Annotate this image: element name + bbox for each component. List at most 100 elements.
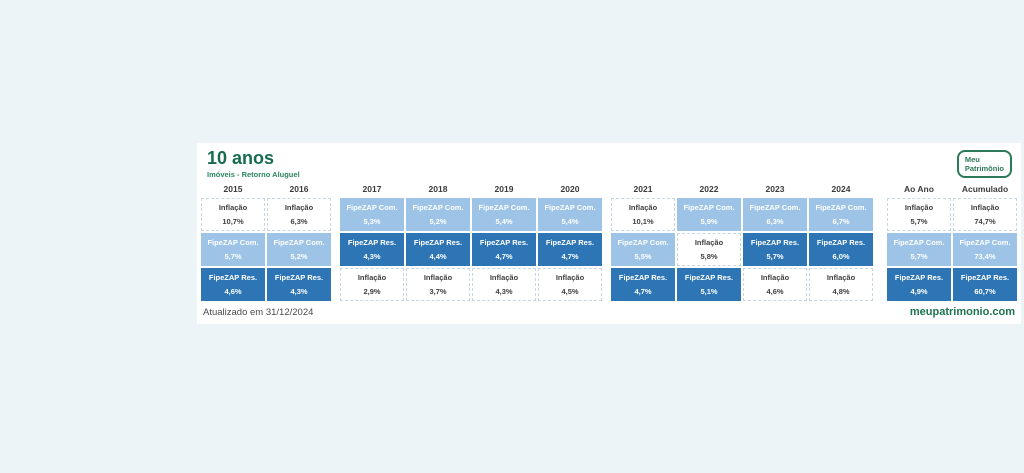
return-cell: FipeZAP Com. 5,7%: [887, 233, 951, 266]
return-value: 4,7%: [634, 287, 652, 296]
column-header-ao-ano: Ao Ano: [904, 184, 934, 194]
asset-label: FipeZAP Res.: [479, 238, 529, 247]
return-value: 5,9%: [700, 217, 718, 226]
return-cell: Inflação 6,3%: [267, 198, 331, 231]
asset-label: FipeZAP Com.: [959, 238, 1011, 247]
return-value: 4,3%: [495, 286, 513, 296]
return-value: 6,0%: [832, 252, 850, 261]
asset-label: FipeZAP Res.: [816, 238, 866, 247]
asset-label: FipeZAP Res.: [347, 238, 397, 247]
return-value: 5,8%: [700, 251, 718, 261]
column-header-2017: 2017: [362, 184, 382, 194]
return-value: 4,6%: [224, 287, 242, 296]
returns-card: 10 anos Imóveis - Retorno Aluguel Meu Pa…: [197, 143, 1021, 324]
asset-label: Inflação: [489, 273, 519, 283]
asset-label: FipeZAP Res.: [684, 273, 734, 282]
asset-label: FipeZAP Res.: [274, 273, 324, 282]
return-value: 4,4%: [429, 252, 447, 261]
asset-label: FipeZAP Com.: [478, 203, 530, 212]
return-value: 10,1%: [632, 216, 654, 226]
returns-table: 2015 Inflação 10,7% FipeZAP Com. 5,7% FipeZAP…: [201, 183, 1017, 301]
column-header-2019: 2019: [494, 184, 514, 194]
return-value: 5,7%: [766, 252, 784, 261]
return-cell: FipeZAP Res. 4,4%: [406, 233, 470, 266]
column-header-2020: 2020: [560, 184, 580, 194]
logo-line-2: Patrimônio: [964, 164, 1004, 173]
asset-label: FipeZAP Com.: [683, 203, 735, 212]
return-value: 5,4%: [495, 217, 513, 226]
asset-label: FipeZAP Com.: [207, 238, 259, 247]
return-value: 5,3%: [363, 217, 381, 226]
return-value: 4,3%: [363, 252, 381, 261]
return-value: 10,7%: [222, 216, 244, 226]
asset-label: Inflação: [904, 203, 934, 213]
column-header-acumulado: Acumulado: [961, 184, 1009, 194]
return-cell: Inflação 74,7%: [953, 198, 1017, 231]
asset-label: FipeZAP Com.: [617, 238, 669, 247]
return-cell: Inflação 10,7%: [201, 198, 265, 231]
updated-label: Atualizado em 31/12/2024: [203, 307, 314, 318]
asset-label: Inflação: [694, 238, 724, 248]
card-footer: Atualizado em 31/12/2024 meupatrimonio.c…: [201, 306, 1017, 318]
return-cell: FipeZAP Com. 5,9%: [677, 198, 741, 231]
meu-patrimonio-logo: Meu Patrimônio: [956, 150, 1012, 178]
return-value: 5,5%: [634, 252, 652, 261]
return-value: 5,1%: [700, 287, 718, 296]
return-cell: FipeZAP Res. 5,7%: [743, 233, 807, 266]
return-value: 60,7%: [974, 287, 996, 296]
asset-label: Inflação: [423, 273, 453, 283]
return-cell: Inflação 4,3%: [472, 268, 536, 301]
return-cell: FipeZAP Com. 6,7%: [809, 198, 873, 231]
asset-label: Inflação: [218, 203, 248, 213]
asset-label: FipeZAP Com.: [815, 203, 867, 212]
return-value: 74,7%: [974, 216, 996, 226]
return-cell: Inflação 5,7%: [887, 198, 951, 231]
return-value: 4,9%: [910, 287, 928, 296]
asset-label: Inflação: [357, 273, 387, 283]
column-header-2022: 2022: [699, 184, 719, 194]
asset-label: Inflação: [970, 203, 1000, 213]
return-value: 5,4%: [561, 217, 579, 226]
asset-label: Inflação: [284, 203, 314, 213]
return-cell: FipeZAP Com. 73,4%: [953, 233, 1017, 266]
return-value: 5,7%: [224, 252, 242, 261]
asset-label: FipeZAP Com.: [893, 238, 945, 247]
column-header-2021: 2021: [633, 184, 653, 194]
asset-label: Inflação: [826, 273, 856, 283]
return-cell: Inflação 3,7%: [406, 268, 470, 301]
return-cell: Inflação 4,5%: [538, 268, 602, 301]
return-cell: FipeZAP Res. 4,3%: [267, 268, 331, 301]
column-header-2023: 2023: [765, 184, 785, 194]
card-subtitle: Imóveis - Retorno Aluguel: [207, 170, 300, 179]
return-cell: Inflação 10,1%: [611, 198, 675, 231]
return-cell: FipeZAP Res. 4,3%: [340, 233, 404, 266]
return-cell: FipeZAP Com. 5,3%: [340, 198, 404, 231]
asset-label: FipeZAP Res.: [413, 238, 463, 247]
return-cell: Inflação 4,8%: [809, 268, 873, 301]
return-value: 4,7%: [561, 252, 579, 261]
return-cell: FipeZAP Com. 5,2%: [406, 198, 470, 231]
return-cell: FipeZAP Res. 4,9%: [887, 268, 951, 301]
asset-label: Inflação: [760, 273, 790, 283]
return-cell: FipeZAP Res. 4,6%: [201, 268, 265, 301]
column-header-2016: 2016: [289, 184, 309, 194]
return-value: 6,7%: [832, 217, 850, 226]
return-value: 4,5%: [561, 286, 579, 296]
return-value: 3,7%: [429, 286, 447, 296]
return-value: 4,6%: [766, 286, 784, 296]
asset-label: FipeZAP Com.: [412, 203, 464, 212]
return-value: 5,7%: [910, 216, 928, 226]
return-cell: Inflação 2,9%: [340, 268, 404, 301]
website-label: meupatrimonio.com: [909, 306, 1015, 318]
return-value: 2,9%: [363, 286, 381, 296]
logo-line-1: Meu: [964, 155, 980, 164]
return-value: 5,7%: [910, 252, 928, 261]
asset-label: FipeZAP Com.: [346, 203, 398, 212]
column-header-2018: 2018: [428, 184, 448, 194]
asset-label: FipeZAP Com.: [544, 203, 596, 212]
return-value: 4,8%: [832, 286, 850, 296]
asset-label: FipeZAP Res.: [208, 273, 258, 282]
return-value: 6,3%: [290, 216, 308, 226]
return-cell: FipeZAP Res. 6,0%: [809, 233, 873, 266]
asset-label: FipeZAP Res.: [545, 238, 595, 247]
